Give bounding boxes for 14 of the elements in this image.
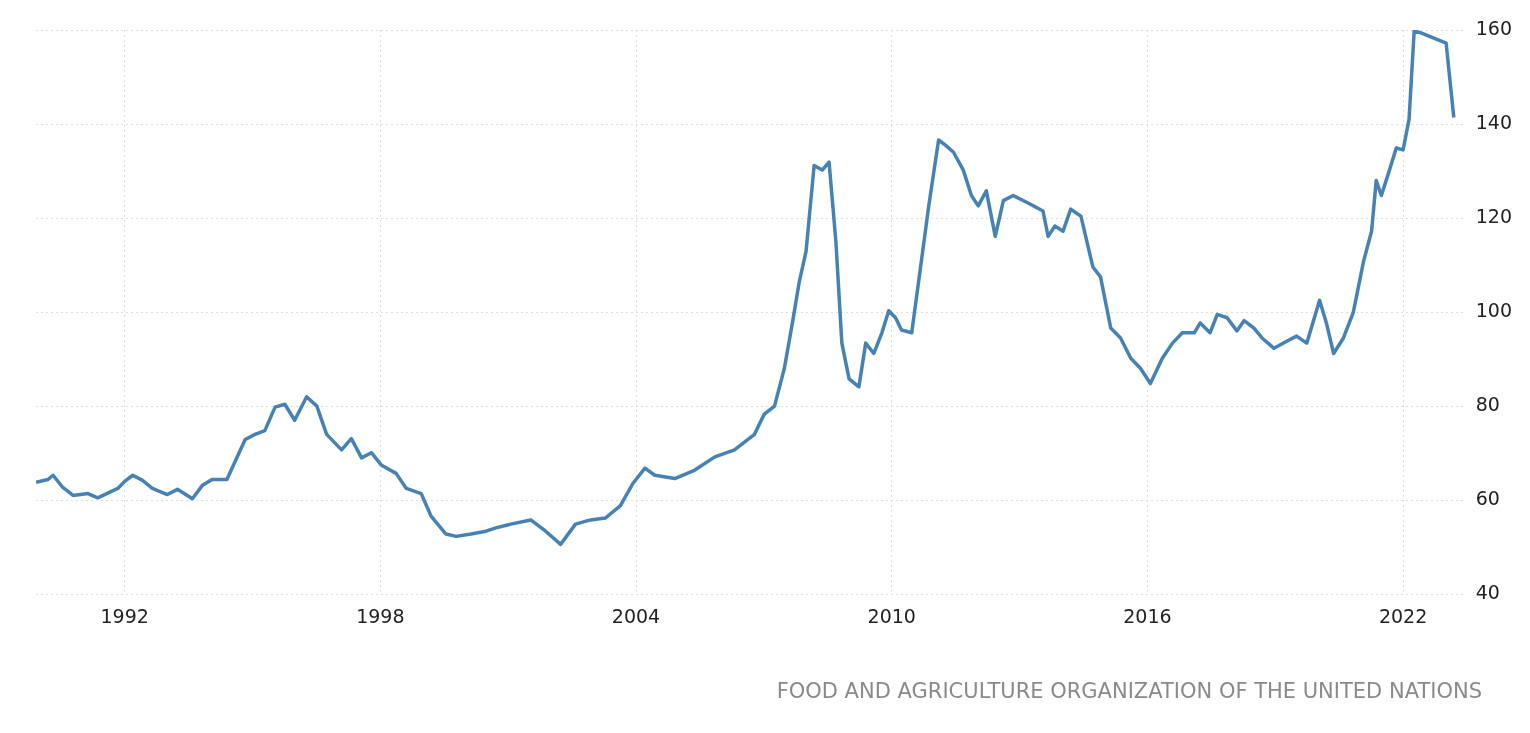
x-tick-label: 2016 [1123, 604, 1172, 627]
text: FOOD AND AGRICULTURE ORGANIZATION OF THE UNITED NATIONS [776, 679, 1482, 704]
y-tick-label: 100 [1475, 299, 1512, 322]
y-tick-label: 40 [1475, 581, 1500, 604]
x-tick-label: 2010 [867, 604, 916, 627]
x-tick-label: 1998 [356, 604, 405, 627]
y-tick-label: 120 [1475, 205, 1512, 227]
y-tick-label: 80 [1475, 393, 1500, 416]
x-tick-label: 1992 [100, 604, 149, 627]
x-tick-label: 2004 [611, 604, 661, 627]
y-tick-label: 140 [1475, 110, 1512, 133]
y-tick-label: 60 [1475, 487, 1500, 510]
x-tick-label: 2022 [1378, 604, 1428, 627]
y-tick-label: 160 [1475, 16, 1512, 39]
